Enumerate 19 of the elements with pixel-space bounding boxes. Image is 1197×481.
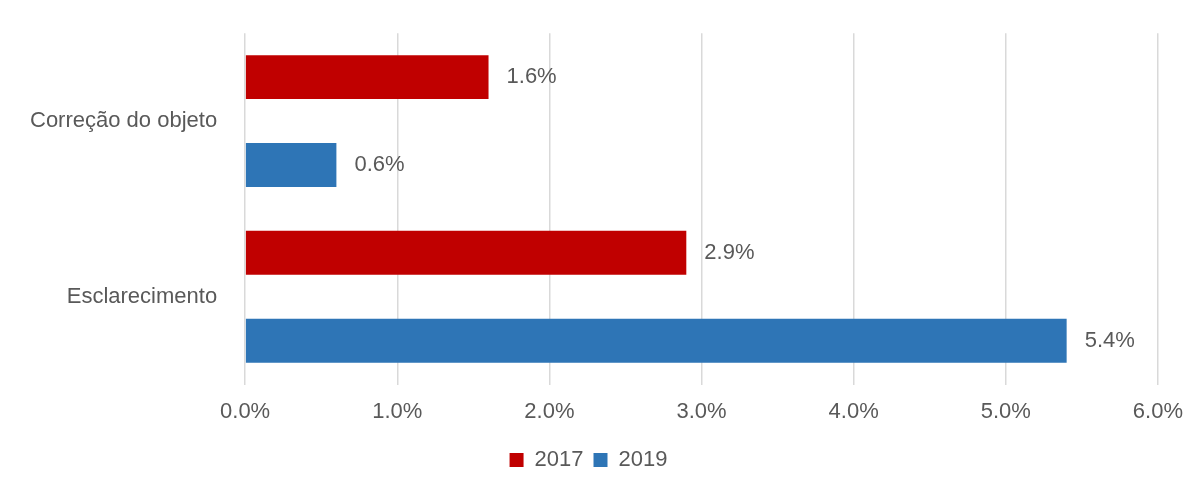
x-tick-label: 3.0% xyxy=(676,397,727,423)
bar xyxy=(245,143,337,187)
x-tick-label: 2.0% xyxy=(524,397,575,423)
bar xyxy=(245,318,1067,363)
y-tick-label: Correção do objeto xyxy=(29,107,218,133)
x-tick-label: 5.0% xyxy=(980,397,1031,423)
legend-label: 2019 xyxy=(618,446,668,472)
bar xyxy=(245,55,489,100)
legend-label: 2017 xyxy=(534,446,584,472)
x-tick-label: 1.0% xyxy=(372,397,423,423)
bar xyxy=(245,230,687,275)
data-label: 2.9% xyxy=(704,238,755,264)
x-tick-label: 6.0% xyxy=(1132,397,1184,423)
y-tick-label: Esclarecimento xyxy=(66,282,218,308)
x-tick-label: 4.0% xyxy=(828,397,879,423)
data-label: 5.4% xyxy=(1084,326,1135,352)
data-label: 1.6% xyxy=(506,63,557,89)
x-tick-label: 0.0% xyxy=(220,397,271,423)
data-label: 0.6% xyxy=(354,151,405,177)
